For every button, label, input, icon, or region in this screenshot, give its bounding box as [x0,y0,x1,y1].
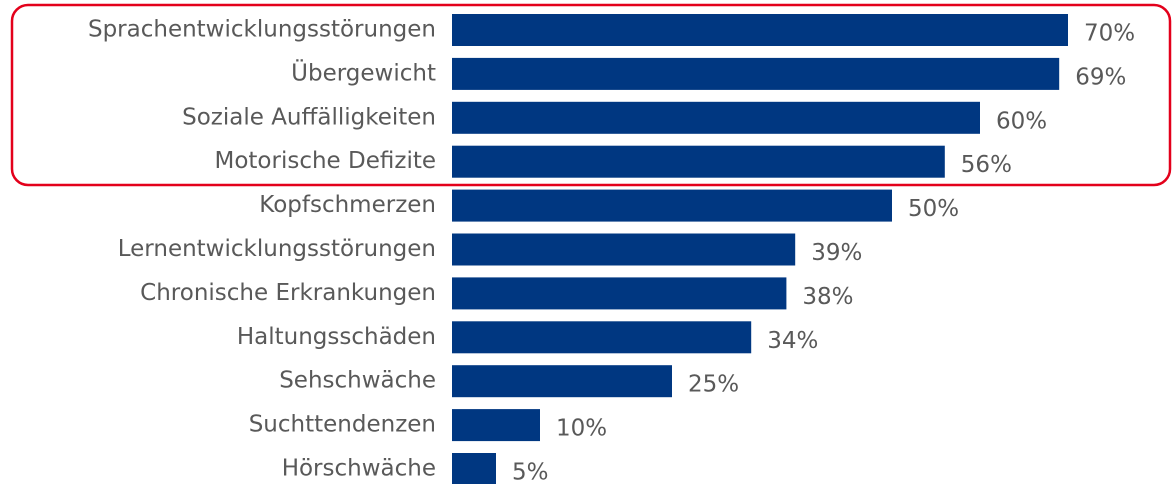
category-label: Soziale Auffälligkeiten [182,104,436,130]
value-label: 70% [1084,21,1135,47]
bar [452,453,496,484]
category-label: Haltungsschäden [237,324,436,350]
bar [452,189,892,222]
value-label: 10% [556,416,607,442]
value-label: 25% [688,372,739,398]
category-label: Sprachentwicklungsstörungen [88,17,436,43]
value-label: 50% [908,196,959,222]
bar [452,409,540,442]
category-label: Hörschwäche [282,456,436,482]
category-label: Übergewicht [291,58,436,86]
value-label: 38% [802,284,853,310]
bar [452,365,672,398]
category-label: Sehschwäche [279,368,436,394]
value-label: 69% [1075,64,1126,90]
value-label: 5% [512,460,549,484]
bar [452,233,796,266]
bar [452,14,1068,46]
bar [452,57,1060,90]
category-label: Chronische Erkrankungen [140,280,436,306]
value-label: 60% [996,108,1047,134]
bar [452,145,945,178]
category-label: Lernentwicklungsstörungen [118,236,436,262]
category-label: Motorische Defizite [215,148,437,174]
value-label: 39% [811,240,862,266]
value-label: 56% [961,152,1012,178]
bar [452,277,787,310]
value-label: 34% [767,328,818,354]
bar [452,321,752,354]
category-label: Suchttendenzen [249,412,436,438]
highlight-frame [10,3,1172,187]
category-label: Kopfschmerzen [259,192,436,218]
bar [452,101,980,134]
